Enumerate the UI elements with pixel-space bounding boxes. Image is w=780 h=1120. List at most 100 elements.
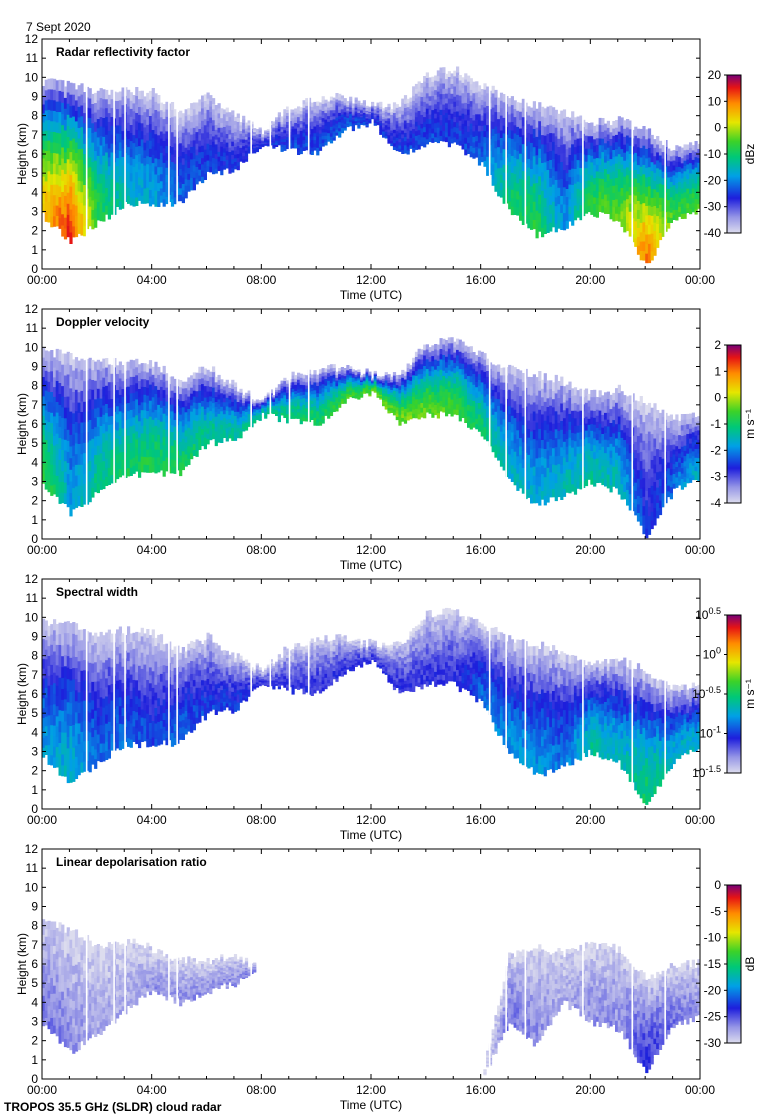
x-axis-label: Time (UTC) [340, 828, 402, 842]
colorbar-tick-label: 1 [714, 364, 721, 378]
x-tick-label: 04:00 [137, 273, 167, 287]
colorbar-unit: dB [743, 957, 757, 972]
colorbar-tick-label: -1 [710, 417, 721, 431]
x-axis-label: Time (UTC) [340, 1098, 402, 1112]
instrument-label: TROPOS 35.5 GHz (SLDR) cloud radar [4, 1100, 222, 1114]
y-axis-label: Height (km) [15, 933, 29, 995]
x-tick-label: 20:00 [575, 543, 605, 557]
y-tick-label: 4 [31, 455, 38, 469]
colorbar-tick-label: -30 [704, 200, 722, 214]
y-tick-label: 8 [31, 109, 38, 123]
data-field [42, 39, 701, 269]
y-tick-label: 3 [31, 475, 38, 489]
colorbar-tick-label: -30 [704, 1036, 722, 1050]
colorbar-unit: m s⁻¹ [743, 409, 757, 439]
y-tick-label: 9 [31, 900, 38, 914]
x-tick-label: 20:00 [575, 273, 605, 287]
date-label: 7 Sept 2020 [26, 20, 91, 34]
y-tick-label: 10 [25, 340, 39, 354]
y-tick-label: 7 [31, 398, 38, 412]
colorbar-tick-label: 0 [714, 121, 721, 135]
y-tick-label: 3 [31, 745, 38, 759]
y-tick-label: 3 [31, 205, 38, 219]
colorbar-tick-label: -2 [710, 443, 721, 457]
colorbar-tick-label: -25 [704, 1010, 722, 1024]
y-tick-label: 8 [31, 379, 38, 393]
y-tick-label: 9 [31, 90, 38, 104]
y-tick-label: 2 [31, 1034, 38, 1048]
colorbar-tick-label: 100 [703, 646, 721, 662]
x-tick-label: 00:00 [27, 273, 57, 287]
x-tick-label: 20:00 [575, 813, 605, 827]
colorbar: 100.5 100 10-0.5 10-1 10-1.5 m s⁻¹ [692, 606, 757, 780]
panel-title: Doppler velocity [56, 315, 150, 329]
y-tick-label: 5 [31, 976, 38, 990]
panel-title: Spectral width [56, 585, 138, 599]
x-tick-label: 12:00 [356, 273, 386, 287]
y-tick-label: 6 [31, 687, 38, 701]
y-tick-label: 2 [31, 764, 38, 778]
y-tick-label: 9 [31, 630, 38, 644]
x-tick-label: 00:00 [27, 813, 57, 827]
x-tick-label: 16:00 [466, 543, 496, 557]
data-field [42, 309, 701, 539]
y-axis-label: Height (km) [15, 663, 29, 725]
x-tick-label: 08:00 [246, 813, 276, 827]
y-tick-label: 3 [31, 1015, 38, 1029]
data-field [42, 579, 701, 809]
x-axis-label: Time (UTC) [340, 558, 402, 572]
x-tick-label: 20:00 [575, 1083, 605, 1097]
x-tick-label: 04:00 [137, 543, 167, 557]
colorbar-tick-label: -15 [704, 957, 722, 971]
x-axis-label: Time (UTC) [340, 288, 402, 302]
y-tick-label: 11 [26, 51, 39, 65]
y-tick-label: 1 [31, 243, 38, 257]
x-tick-label: 00:00 [685, 1083, 715, 1097]
y-tick-label: 6 [31, 417, 38, 431]
colorbar-tick-label: 20 [708, 68, 722, 82]
y-tick-label: 4 [31, 185, 38, 199]
colorbar-tick-label: -40 [704, 226, 722, 240]
y-tick-label: 6 [31, 957, 38, 971]
y-tick-label: 5 [31, 436, 38, 450]
colorbar-tick-label: 10-1.5 [692, 764, 721, 780]
colorbar-tick-label: 10-1 [700, 725, 721, 741]
y-tick-label: 0 [31, 532, 38, 546]
y-tick-label: 8 [31, 919, 38, 933]
colorbar-tick-label: 100.5 [695, 606, 721, 622]
y-tick-label: 12 [25, 572, 39, 586]
y-tick-label: 11 [26, 321, 39, 335]
x-tick-label: 08:00 [246, 1083, 276, 1097]
x-tick-label: 00:00 [685, 813, 715, 827]
y-tick-label: 4 [31, 995, 38, 1009]
x-tick-label: 16:00 [466, 813, 496, 827]
y-tick-label: 10 [25, 610, 39, 624]
colorbar-unit: dBz [743, 144, 757, 165]
x-tick-label: 04:00 [137, 1083, 167, 1097]
colorbar-tick-label: 10-0.5 [692, 685, 721, 701]
panel-title: Linear depolarisation ratio [56, 855, 207, 869]
colorbar-tick-label: 0 [714, 391, 721, 405]
x-tick-label: 08:00 [246, 543, 276, 557]
y-tick-label: 1 [31, 783, 38, 797]
x-tick-label: 00:00 [685, 543, 715, 557]
colorbar-unit: m s⁻¹ [743, 679, 757, 709]
x-tick-label: 04:00 [137, 813, 167, 827]
x-tick-label: 00:00 [27, 1083, 57, 1097]
colorbar: 2 1 0 -1 -2 -3 -4 m s⁻¹ [710, 338, 757, 510]
y-axis-label: Height (km) [15, 393, 29, 455]
y-tick-label: 0 [31, 1072, 38, 1086]
colorbar: 20 10 0 -10 -20 -30 -40 dBz [704, 68, 757, 240]
x-tick-label: 00:00 [27, 543, 57, 557]
y-tick-label: 1 [31, 1053, 38, 1067]
x-tick-label: 12:00 [356, 813, 386, 827]
colorbar-tick-label: -20 [704, 983, 722, 997]
y-tick-label: 1 [31, 513, 38, 527]
x-tick-label: 00:00 [685, 273, 715, 287]
colorbar-tick-label: -20 [704, 173, 722, 187]
